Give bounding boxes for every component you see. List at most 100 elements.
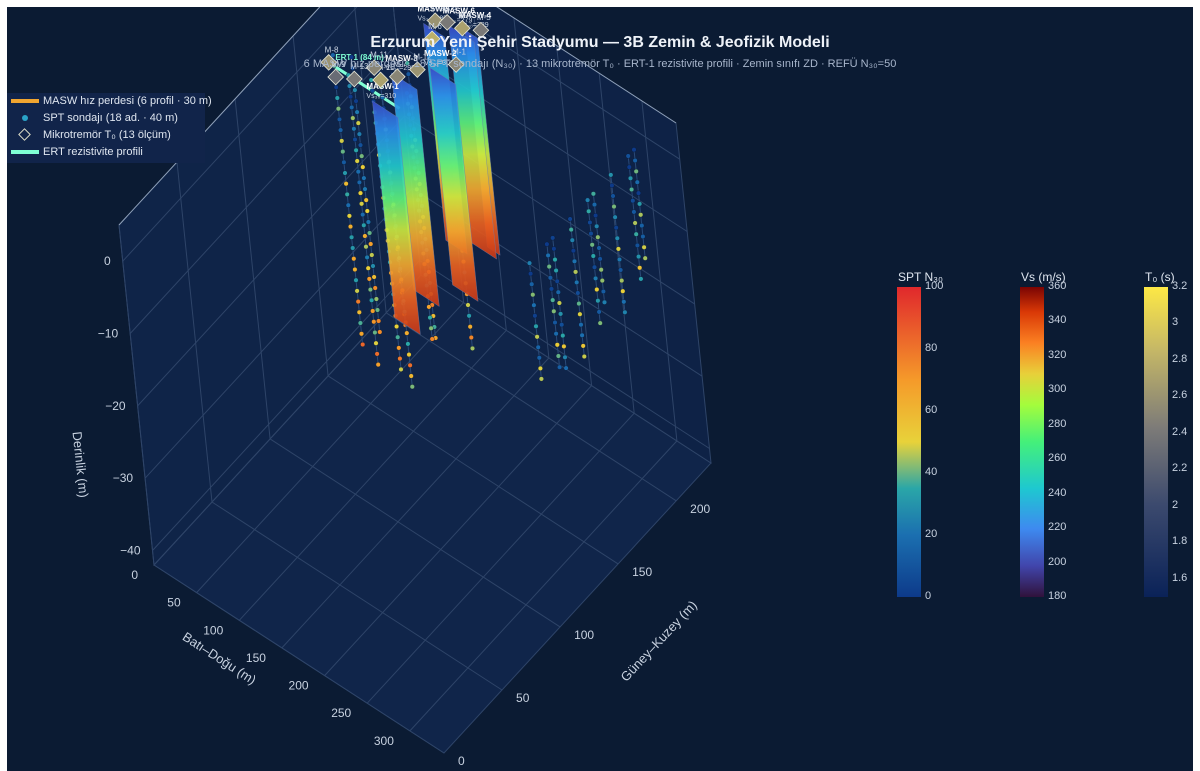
colorbar-tick-label: 20 (925, 528, 938, 540)
spt-sample-point (551, 246, 557, 252)
colorbar-tick-label: 180 (1048, 590, 1067, 602)
spt-sample-point (608, 172, 614, 178)
microtremor-point[interactable] (409, 61, 426, 78)
masw-panel[interactable] (429, 67, 479, 302)
legend-microtremor-swatch (11, 127, 39, 143)
spt-sample-point (339, 138, 345, 144)
spt-sample-point (362, 186, 368, 192)
spt-sample-point (592, 202, 598, 208)
microtremor-point[interactable] (372, 71, 389, 89)
microtremor-point[interactable] (472, 21, 490, 39)
spt-sample-point (348, 94, 354, 100)
gridline-y (292, 35, 619, 565)
spt-sample-point (529, 281, 535, 287)
spt-sample-point (553, 331, 559, 337)
microtremor-point[interactable] (423, 30, 441, 48)
colorbar-gradient (1020, 287, 1044, 597)
spt-sample-point (404, 330, 410, 336)
microtremor-point[interactable] (388, 68, 406, 86)
spt-sample-point (570, 248, 576, 254)
spt-sample-point (356, 179, 362, 185)
z-tick-label: −30 (113, 471, 134, 485)
spt-sample-point (550, 297, 556, 303)
legend-item-spt[interactable]: SPT sondajı (18 ad. · 40 m) (11, 110, 178, 126)
spt-sample-point (535, 344, 541, 350)
spt-sample-point (531, 302, 537, 308)
microtremor-point[interactable] (327, 68, 345, 86)
spt-sample-point (353, 98, 359, 104)
gridline-x (409, 100, 678, 732)
microtremor-point[interactable] (447, 56, 465, 73)
spt-sample-point (372, 285, 378, 291)
spt-sample-point (630, 198, 636, 204)
legend: MASW hız perdesi (6 profil · 30 m) SPT s… (7, 93, 212, 163)
spt-sample-point (330, 52, 336, 58)
spt-sample-point (374, 351, 380, 357)
spt-sample-point (348, 224, 354, 230)
spt-sample-point (558, 311, 564, 317)
spt-sample-point (553, 268, 559, 274)
gridline-x (281, 17, 550, 649)
spt-sample-point (580, 343, 586, 349)
microtremor-point[interactable] (438, 14, 456, 31)
spt-sample-point (563, 365, 569, 371)
spt-sample-point (396, 345, 402, 351)
spt-sample-point (338, 127, 344, 133)
spt-sample-point (361, 222, 367, 228)
spt-sample-point (429, 336, 435, 342)
masw-vs30-label: Vs₃₀=298 (385, 65, 415, 72)
spt-sample-point (357, 320, 363, 326)
spt-sample-point (397, 356, 403, 362)
spt-sample-point (426, 304, 432, 310)
ert-profile-line[interactable] (330, 62, 401, 110)
legend-item-ert[interactable]: ERT rezistivite profili (11, 144, 143, 160)
colorbar-tick-label: 300 (1048, 383, 1067, 396)
spt-sample-point (636, 190, 642, 196)
microtremor-point[interactable] (345, 70, 363, 88)
spt-sample-point (350, 65, 356, 71)
x-tick-label: 0 (131, 568, 138, 582)
spt-sample-point (640, 233, 646, 239)
z-tick-label: −10 (98, 327, 119, 341)
spt-sample-point (355, 299, 361, 305)
spt-sample-point (629, 186, 635, 192)
spt-sample-point (589, 242, 595, 248)
spt-sample-point (371, 274, 377, 280)
x-tick-label: 300 (374, 734, 394, 748)
spt-sample-point (573, 269, 579, 275)
microtremor-point[interactable] (320, 54, 338, 71)
spt-sample-point (577, 311, 583, 317)
spt-sample-point (602, 299, 608, 305)
microtremor-label: M-8 (325, 45, 339, 54)
spt-sample-point (595, 298, 601, 304)
legend-item-masw[interactable]: MASW hız perdesi (6 profil · 30 m) (11, 93, 212, 109)
spt-sample-point (367, 230, 373, 236)
colorbar-tick-label: 40 (925, 466, 938, 478)
spt-sample-point (359, 153, 365, 159)
spt-sample-point (552, 320, 558, 326)
spt-sample-point (347, 83, 353, 89)
colorbar-title: T₀ (s) (1145, 270, 1175, 284)
microtremor-label: M-3 (443, 7, 457, 14)
legend-item-microtremor[interactable]: Mikrotremör T₀ (13 ölçüm) (11, 127, 171, 143)
spt-sample-point (360, 212, 366, 218)
spt-sample-point (611, 204, 617, 210)
spt-sample-point (343, 181, 349, 187)
colorbar-title: SPT N₃₀ (898, 270, 943, 284)
microtremor-point[interactable] (365, 59, 383, 77)
spt-sample-point (637, 201, 643, 207)
spt-sample-point (360, 164, 366, 170)
ert-profile-label: ERT-1 (84 m) (335, 53, 384, 62)
spt-sample-point (595, 234, 601, 240)
spt-sample-point (353, 147, 359, 153)
spt-sample-point (552, 257, 558, 263)
spt-sample-point (600, 289, 606, 295)
microtremor-label: M-2 (431, 7, 445, 13)
microtremor-point[interactable] (453, 19, 471, 37)
microtremor-label: M-1 (452, 47, 466, 56)
microtremor-point[interactable] (426, 12, 444, 30)
spt-sample-point (585, 197, 591, 203)
spt-sample-point (555, 353, 561, 359)
masw-panel[interactable] (372, 100, 421, 335)
spt-sample-point (373, 296, 379, 302)
